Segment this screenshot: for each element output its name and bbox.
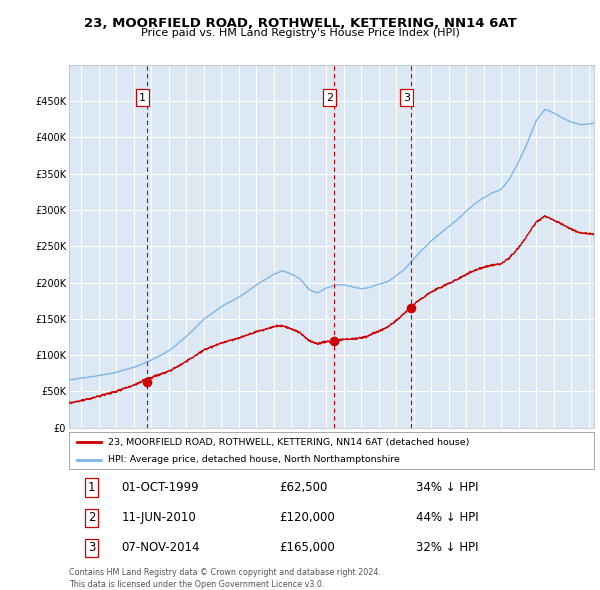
Text: 1: 1 (88, 481, 95, 494)
Text: 11-JUN-2010: 11-JUN-2010 (121, 511, 196, 525)
Text: 1: 1 (139, 93, 146, 103)
Text: Contains HM Land Registry data © Crown copyright and database right 2024.
This d: Contains HM Land Registry data © Crown c… (69, 568, 381, 589)
Text: £165,000: £165,000 (279, 542, 335, 555)
Text: 23, MOORFIELD ROAD, ROTHWELL, KETTERING, NN14 6AT (detached house): 23, MOORFIELD ROAD, ROTHWELL, KETTERING,… (109, 438, 470, 447)
Text: Price paid vs. HM Land Registry's House Price Index (HPI): Price paid vs. HM Land Registry's House … (140, 28, 460, 38)
Text: 32% ↓ HPI: 32% ↓ HPI (415, 542, 478, 555)
Text: 44% ↓ HPI: 44% ↓ HPI (415, 511, 478, 525)
Text: £120,000: £120,000 (279, 511, 335, 525)
Text: £62,500: £62,500 (279, 481, 328, 494)
Text: 01-OCT-1999: 01-OCT-1999 (121, 481, 199, 494)
Text: 2: 2 (88, 511, 95, 525)
Text: 07-NOV-2014: 07-NOV-2014 (121, 542, 200, 555)
Text: 2: 2 (326, 93, 333, 103)
Text: 23, MOORFIELD ROAD, ROTHWELL, KETTERING, NN14 6AT: 23, MOORFIELD ROAD, ROTHWELL, KETTERING,… (83, 17, 517, 30)
Text: 34% ↓ HPI: 34% ↓ HPI (415, 481, 478, 494)
Text: 3: 3 (403, 93, 410, 103)
Text: 3: 3 (88, 542, 95, 555)
Text: HPI: Average price, detached house, North Northamptonshire: HPI: Average price, detached house, Nort… (109, 455, 400, 464)
